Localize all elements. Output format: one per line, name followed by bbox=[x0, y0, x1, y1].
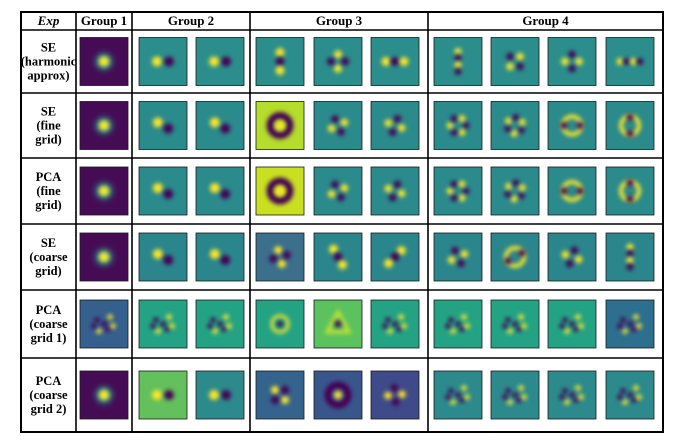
basis-image bbox=[370, 101, 420, 150]
basis-image bbox=[313, 299, 363, 349]
basis-image bbox=[195, 299, 245, 349]
basis-image bbox=[255, 299, 305, 349]
basis-image bbox=[433, 37, 483, 86]
row-label: SE (harmonic approx) bbox=[21, 41, 77, 83]
basis-image bbox=[490, 232, 540, 282]
basis-image bbox=[79, 37, 129, 86]
table-grid bbox=[20, 11, 664, 433]
group-header: Group 2 bbox=[168, 13, 214, 28]
basis-image bbox=[433, 232, 483, 282]
basis-image bbox=[490, 37, 540, 86]
basis-image bbox=[138, 299, 188, 349]
basis-image bbox=[547, 370, 597, 420]
basis-image bbox=[547, 299, 597, 349]
basis-image bbox=[370, 37, 420, 86]
basis-image bbox=[490, 101, 540, 150]
basis-image bbox=[605, 101, 655, 150]
basis-image bbox=[313, 232, 363, 282]
basis-image bbox=[433, 166, 483, 216]
basis-image bbox=[370, 299, 420, 349]
basis-image bbox=[433, 101, 483, 150]
basis-image bbox=[605, 370, 655, 420]
corner-label: Exp bbox=[37, 13, 60, 28]
basis-image bbox=[313, 37, 363, 86]
basis-image bbox=[490, 299, 540, 349]
basis-image bbox=[370, 370, 420, 420]
row-label: PCA (coarse grid 2) bbox=[29, 374, 68, 416]
basis-image bbox=[79, 232, 129, 282]
basis-image bbox=[79, 101, 129, 150]
basis-image bbox=[195, 37, 245, 86]
basis-image bbox=[313, 370, 363, 420]
basis-image bbox=[255, 101, 305, 150]
basis-image bbox=[433, 299, 483, 349]
row-label: SE (fine grid) bbox=[35, 105, 61, 147]
basis-image bbox=[195, 101, 245, 150]
basis-image bbox=[605, 232, 655, 282]
basis-image bbox=[255, 370, 305, 420]
basis-image bbox=[490, 166, 540, 216]
basis-image bbox=[138, 101, 188, 150]
row-label: PCA (coarse grid 1) bbox=[29, 303, 68, 345]
basis-image bbox=[313, 166, 363, 216]
basis-image bbox=[195, 232, 245, 282]
basis-image bbox=[433, 370, 483, 420]
basis-image bbox=[547, 101, 597, 150]
group-header: Group 3 bbox=[316, 13, 363, 28]
basis-image bbox=[547, 166, 597, 216]
group-header: Group 1 bbox=[81, 13, 127, 28]
group-header: Group 4 bbox=[522, 13, 569, 28]
basis-image bbox=[195, 370, 245, 420]
basis-image bbox=[255, 37, 305, 86]
basis-image bbox=[605, 166, 655, 216]
basis-image bbox=[79, 299, 129, 349]
table-border bbox=[20, 11, 664, 433]
basis-image bbox=[605, 299, 655, 349]
row-label: SE (coarse grid) bbox=[29, 236, 68, 278]
basis-image bbox=[138, 232, 188, 282]
basis-image bbox=[138, 166, 188, 216]
basis-image bbox=[138, 370, 188, 420]
basis-image bbox=[255, 166, 305, 216]
basis-image bbox=[138, 37, 188, 86]
basis-image bbox=[255, 232, 305, 282]
basis-image bbox=[79, 370, 129, 420]
basis-image bbox=[370, 232, 420, 282]
basis-image bbox=[195, 166, 245, 216]
basis-image bbox=[605, 37, 655, 86]
basis-image bbox=[547, 37, 597, 86]
basis-image bbox=[490, 370, 540, 420]
row-label: PCA (fine grid) bbox=[35, 170, 61, 212]
basis-image bbox=[313, 101, 363, 150]
basis-image bbox=[370, 166, 420, 216]
basis-image bbox=[79, 166, 129, 216]
basis-image bbox=[547, 232, 597, 282]
